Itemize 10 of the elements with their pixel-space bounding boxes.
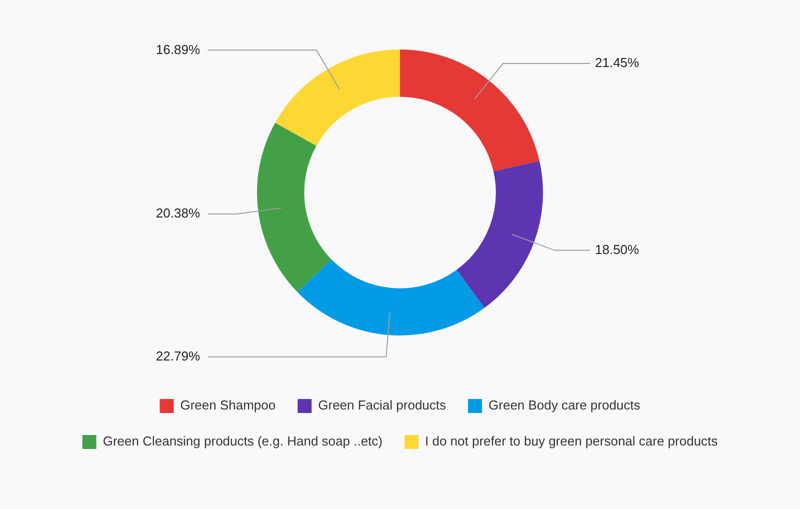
legend-label: I do not prefer to buy green personal care products — [424, 434, 718, 449]
data-label: 20.38% — [156, 206, 200, 221]
data-label: 22.79% — [156, 348, 200, 364]
legend-label: Green Body care products — [488, 398, 641, 413]
legend-label: Green Facial products — [318, 398, 447, 413]
data-label: 21.45% — [595, 55, 640, 70]
legend-label: Green Cleansing products (e.g. Hand soap ..etc) — [102, 434, 382, 449]
data-label: 18.50% — [595, 242, 640, 257]
legend-label: Green Shampoo — [180, 398, 276, 413]
data-label: 16.89% — [156, 42, 200, 57]
